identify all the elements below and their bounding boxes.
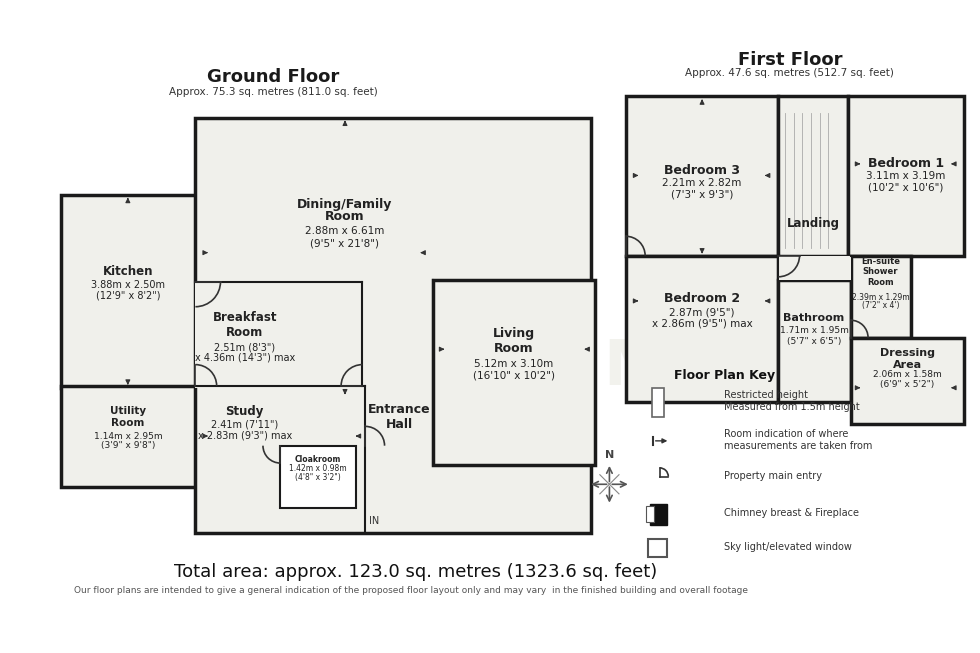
Text: 1.42m x 0.98m: 1.42m x 0.98m [289,464,347,473]
Text: Bedroom 2: Bedroom 2 [664,293,740,306]
Text: Total area: approx. 123.0 sq. metres (1323.6 sq. feet): Total area: approx. 123.0 sq. metres (13… [173,563,657,581]
Text: 1.71m x 1.95m: 1.71m x 1.95m [779,326,849,336]
Text: (3'9" x 9'8"): (3'9" x 9'8") [101,441,155,450]
Bar [195,281,205,388]
Bar [851,338,963,424]
Bar [778,279,851,402]
Text: Restricted height
Measured from 1.5m height: Restricted height Measured from 1.5m hei… [724,390,860,412]
Text: (10'2" x 10'6"): (10'2" x 10'6") [868,182,944,192]
Text: Bedroom 3: Bedroom 3 [664,164,740,177]
Text: Room: Room [325,210,365,223]
Bar [433,279,595,465]
Text: (16'10" x 10'2"): (16'10" x 10'2") [473,370,555,380]
Text: Floor Plan Key: Floor Plan Key [673,369,775,382]
Bar [646,507,654,522]
Text: Room indication of where
measurements are taken from: Room indication of where measurements ar… [724,429,872,451]
Text: (7'2" x 4'): (7'2" x 4') [861,301,900,310]
Text: Approx. 47.6 sq. metres (512.7 sq. feet): Approx. 47.6 sq. metres (512.7 sq. feet) [685,68,895,78]
Text: Landing: Landing [787,217,840,231]
Bar [626,97,778,255]
Text: 2.88m x 6.61m: 2.88m x 6.61m [306,227,385,236]
Text: 2.51m (8'3"): 2.51m (8'3") [214,342,275,352]
Text: Dining/Family: Dining/Family [297,198,393,211]
Text: x 4.36m (14'3") max: x 4.36m (14'3") max [194,353,295,363]
Bar [652,388,664,417]
Bar [62,386,196,487]
Text: Living
Room: Living Room [493,327,535,355]
Text: Bathroom: Bathroom [783,313,845,323]
Text: Our floor plans are intended to give a general indication of the proposed floor : Our floor plans are intended to give a g… [74,586,748,595]
Text: 2.39m x 1.29m: 2.39m x 1.29m [852,293,909,302]
Text: Ground Floor: Ground Floor [208,68,340,86]
Text: MILES: MILES [603,338,816,398]
Bar [280,446,356,509]
Bar [648,539,667,556]
Bar [778,255,851,279]
Text: 2.87m (9'5"): 2.87m (9'5") [669,308,735,317]
Text: Entrance
Hall: Entrance Hall [368,403,430,431]
Text: Property main entry: Property main entry [724,471,822,481]
Text: Chimney breast & Fireplace: Chimney breast & Fireplace [724,508,859,518]
Text: 3.11m x 3.19m: 3.11m x 3.19m [866,172,946,182]
Bar [848,97,963,255]
Text: Utility
Room: Utility Room [110,406,146,428]
Text: 2.21m x 2.82m: 2.21m x 2.82m [662,178,742,188]
Bar [626,255,778,402]
Text: 5.12m x 3.10m: 5.12m x 3.10m [474,358,554,369]
Text: First Floor: First Floor [738,51,842,69]
Text: (4'8" x 3'2"): (4'8" x 3'2") [295,473,341,482]
Text: 2.41m (7'11"): 2.41m (7'11") [211,419,278,430]
Text: (7'3" x 9'3"): (7'3" x 9'3") [671,190,733,200]
Text: Sky light/elevated window: Sky light/elevated window [724,542,853,552]
Text: Study: Study [225,406,264,419]
Text: Dressing
Area: Dressing Area [880,348,935,370]
Text: 2.06m x 1.58m: 2.06m x 1.58m [873,370,942,379]
Bar [778,97,848,255]
Text: Kitchen: Kitchen [103,266,153,278]
Text: (12'9" x 8'2"): (12'9" x 8'2") [96,290,160,300]
Text: En-suite
Shower
Room: En-suite Shower Room [861,257,900,287]
Text: Breakfast
Room: Breakfast Room [213,311,277,339]
Text: Cloakroom: Cloakroom [295,454,341,464]
Bar [851,255,910,338]
Text: IN: IN [368,516,379,526]
Text: (6'9" x 5'2"): (6'9" x 5'2") [880,381,935,389]
Text: MILES: MILES [184,332,444,406]
Bar [62,195,196,388]
Text: Approx. 75.3 sq. metres (811.0 sq. feet): Approx. 75.3 sq. metres (811.0 sq. feet) [170,86,378,97]
Text: (5'7" x 6'5"): (5'7" x 6'5") [787,337,841,346]
Text: x 2.83m (9'3") max: x 2.83m (9'3") max [198,430,292,440]
Bar [650,503,667,525]
Text: N: N [605,451,614,460]
Bar [640,368,958,381]
Text: 1.14m x 2.95m: 1.14m x 2.95m [93,432,162,441]
Text: Bedroom 1: Bedroom 1 [867,157,944,170]
Bar [195,118,591,533]
Text: (9'5" x 21'8"): (9'5" x 21'8") [311,238,379,248]
Text: x 2.86m (9'5") max: x 2.86m (9'5") max [652,318,753,328]
Text: 3.88m x 2.50m: 3.88m x 2.50m [91,279,165,289]
